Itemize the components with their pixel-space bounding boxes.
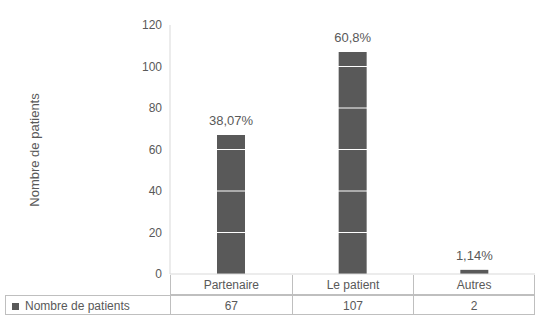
svg-text:80: 80 [149,101,163,115]
svg-text:100: 100 [142,60,162,74]
html-text:Le patient: Le patient [326,278,380,292]
html-text:Autres: Autres [456,278,492,292]
svg-text:1,14%: 1,14% [456,248,493,263]
html-text:67: 67 [224,299,238,313]
svg-text:38,07%: 38,07% [209,113,254,128]
html-text:Nombre de patients: Nombre de patients [25,299,130,313]
svg-text:60,8%: 60,8% [334,30,371,45]
html-text:Nombre de patients: Nombre de patients [27,93,42,207]
html-text:2: 2 [470,299,478,313]
svg-text:120: 120 [142,18,162,32]
html-text:Partenaire: Partenaire [203,278,259,292]
html-text:107: 107 [343,299,363,313]
svg-text:40: 40 [149,184,163,198]
svg-text:60: 60 [149,143,163,157]
svg-text:20: 20 [149,226,163,240]
svg-text:0: 0 [155,267,162,280]
